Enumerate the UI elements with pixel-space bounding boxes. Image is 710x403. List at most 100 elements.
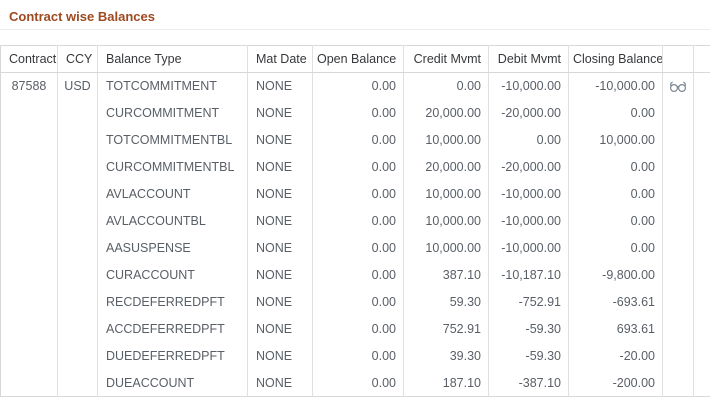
cell-mat_date: NONE xyxy=(247,126,313,154)
cell-ccy xyxy=(57,315,98,343)
cell-spacer xyxy=(693,126,710,154)
cell-contract xyxy=(1,100,58,127)
cell-contract xyxy=(1,370,58,397)
cell-credit_mvmt: 0.00 xyxy=(403,72,489,100)
cell-spacer xyxy=(693,153,710,181)
cell-balance_type: AASUSPENSE xyxy=(97,234,248,262)
cell-spacer xyxy=(693,99,710,127)
column-header-mat_date: Mat Date xyxy=(247,45,313,73)
cell-open_balance: 0.00 xyxy=(312,342,404,370)
cell-ccy xyxy=(57,99,98,127)
cell-debit_mvmt: -387.10 xyxy=(488,369,569,397)
cell-spacer xyxy=(693,261,710,289)
cell-closing_balance: 693.61 xyxy=(568,315,663,343)
cell-ccy xyxy=(57,207,98,235)
cell-open_balance: 0.00 xyxy=(312,180,404,208)
cell-spacer xyxy=(693,342,710,370)
column-header-closing_balance: Closing Balance xyxy=(568,45,663,73)
table-row: ACCDEFERREDPFT NONE 0.00 752.91 -59.30 693.61 xyxy=(1,315,710,343)
cell-actions xyxy=(662,315,694,343)
cell-mat_date: NONE xyxy=(247,261,313,289)
cell-balance_type: TOTCOMMITMENT xyxy=(97,72,248,100)
cell-actions xyxy=(662,234,694,262)
column-header-open_balance: Open Balance xyxy=(312,45,404,73)
cell-actions xyxy=(662,207,694,235)
cell-debit_mvmt: -20,000.00 xyxy=(488,153,569,181)
column-header-actions xyxy=(662,45,694,73)
table-body: 87588 USD TOTCOMMITMENT NONE 0.00 0.00 -10,000… xyxy=(1,72,710,397)
cell-open_balance: 0.00 xyxy=(312,99,404,127)
table-row: TOTCOMMITMENTBL NONE 0.00 10,000.00 0.00 10,0… xyxy=(1,126,710,154)
cell-mat_date: NONE xyxy=(247,180,313,208)
table-row: AVLACCOUNTBL NONE 0.00 10,000.00 -10,000.00 0… xyxy=(1,207,710,235)
cell-ccy: USD xyxy=(57,72,98,100)
cell-credit_mvmt: 10,000.00 xyxy=(403,234,489,262)
cell-spacer xyxy=(693,315,710,343)
cell-contract xyxy=(1,343,58,370)
cell-credit_mvmt: 20,000.00 xyxy=(403,153,489,181)
cell-contract xyxy=(1,181,58,208)
cell-spacer xyxy=(693,288,710,316)
view-details-eyeglasses-icon[interactable] xyxy=(668,80,688,93)
cell-mat_date: NONE xyxy=(247,369,313,397)
cell-ccy xyxy=(57,369,98,397)
cell-actions xyxy=(662,261,694,289)
cell-credit_mvmt: 187.10 xyxy=(403,369,489,397)
cell-balance_type: TOTCOMMITMENTBL xyxy=(97,126,248,154)
cell-contract: 87588 xyxy=(11,79,47,94)
cell-open_balance: 0.00 xyxy=(312,315,404,343)
cell-balance_type: DUEDEFERREDPFT xyxy=(97,342,248,370)
cell-ccy xyxy=(57,261,98,289)
table-header: Contract CCY Balance Type Mat Date Open Bala… xyxy=(0,45,710,73)
cell-ccy xyxy=(57,126,98,154)
cell-mat_date: NONE xyxy=(247,288,313,316)
column-header-balance_type: Balance Type xyxy=(97,45,248,73)
cell-open_balance: 0.00 xyxy=(312,261,404,289)
cell-contract xyxy=(1,154,58,181)
cell-contract xyxy=(1,289,58,316)
cell-actions xyxy=(662,153,694,181)
cell-debit_mvmt: -10,187.10 xyxy=(488,261,569,289)
cell-open_balance: 0.00 xyxy=(312,126,404,154)
cell-debit_mvmt: -752.91 xyxy=(488,288,569,316)
cell-balance_type: CURCOMMITMENT xyxy=(97,99,248,127)
cell-balance_type: DUEACCOUNT xyxy=(97,369,248,397)
cell-ccy xyxy=(57,180,98,208)
table-row: DUEDEFERREDPFT NONE 0.00 39.30 -59.30 -20.00 xyxy=(1,342,710,370)
cell-credit_mvmt: 10,000.00 xyxy=(403,126,489,154)
column-header-debit_mvmt: Debit Mvmt xyxy=(488,45,569,73)
cell-closing_balance: 0.00 xyxy=(568,234,663,262)
column-header-spacer xyxy=(693,45,710,73)
cell-balance_type: AVLACCOUNT xyxy=(97,180,248,208)
column-header-contract: Contract xyxy=(0,45,58,73)
cell-actions xyxy=(662,99,694,127)
cell-contract xyxy=(1,316,58,343)
cell-balance_type: CURACCOUNT xyxy=(97,261,248,289)
table-row: RECDEFERREDPFT NONE 0.00 59.30 -752.91 -693.6… xyxy=(1,288,710,316)
cell-credit_mvmt: 59.30 xyxy=(403,288,489,316)
cell-closing_balance: -693.61 xyxy=(568,288,663,316)
cell-mat_date: NONE xyxy=(247,234,313,262)
column-header-credit_mvmt: Credit Mvmt xyxy=(403,45,489,73)
cell-debit_mvmt: -59.30 xyxy=(488,342,569,370)
cell-spacer xyxy=(693,207,710,235)
cell-mat_date: NONE xyxy=(247,153,313,181)
table-header-row: Contract CCY Balance Type Mat Date Open Bala… xyxy=(0,45,710,73)
cell-actions xyxy=(662,180,694,208)
cell-contract xyxy=(1,262,58,289)
cell-spacer xyxy=(693,180,710,208)
cell-actions xyxy=(662,72,694,100)
cell-ccy xyxy=(57,153,98,181)
cell-actions xyxy=(662,342,694,370)
cell-spacer xyxy=(693,234,710,262)
cell-open_balance: 0.00 xyxy=(312,207,404,235)
table-row: AVLACCOUNT NONE 0.00 10,000.00 -10,000.00 0.0… xyxy=(1,180,710,208)
cell-closing_balance: -9,800.00 xyxy=(568,261,663,289)
cell-credit_mvmt: 20,000.00 xyxy=(403,99,489,127)
cell-credit_mvmt: 10,000.00 xyxy=(403,180,489,208)
cell-closing_balance: -20.00 xyxy=(568,342,663,370)
table-row: 87588 USD TOTCOMMITMENT NONE 0.00 0.00 -10,000… xyxy=(1,72,710,100)
cell-closing_balance: -10,000.00 xyxy=(568,72,663,100)
contract-balances-table: Contract CCY Balance Type Mat Date Open Bala… xyxy=(0,45,710,397)
cell-mat_date: NONE xyxy=(247,342,313,370)
